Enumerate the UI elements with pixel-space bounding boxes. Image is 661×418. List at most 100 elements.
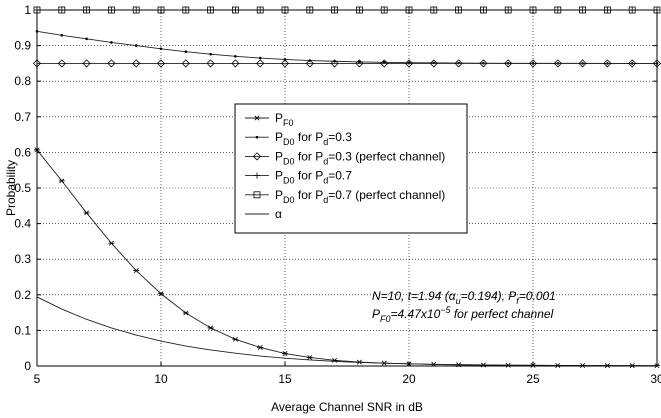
legend-label-part: =0.7 (perfect channel) (328, 188, 445, 202)
legend-label-part: d (323, 137, 328, 147)
y-tick-label: 0 (24, 359, 31, 373)
legend-item-5: α (245, 207, 282, 221)
data-point (504, 59, 513, 68)
legend-marker (254, 115, 260, 121)
y-axis-label: Probability (4, 160, 18, 216)
data-point-stroke (183, 310, 189, 316)
data-point (404, 59, 414, 68)
data-point (85, 37, 88, 41)
data-point-stroke (208, 325, 214, 331)
tick-layer: 5 10 15 20 25 30 0 0.1 0.2 0.3 0.4 0.5 0.6 0.7 0.8 0.9 1 (14, 3, 661, 386)
data-point (282, 351, 288, 357)
data-point (355, 59, 364, 68)
legend-label: PF0 (275, 111, 294, 128)
data-point (528, 59, 538, 68)
legend-label-part: =0.7 (328, 169, 352, 183)
data-point (358, 60, 361, 64)
legend-label-part: D0 (283, 156, 295, 166)
data-point-stroke (257, 345, 263, 350)
y-tick-label: 0.9 (14, 39, 31, 53)
data-point (133, 268, 140, 274)
annotation-params-part: N=10, t=1.94 (α (372, 289, 457, 303)
legend-label-part: P (315, 149, 323, 163)
legend-item-2: PD0 for Pd=0.3 (perfect channel) (245, 149, 445, 166)
annotation-perfect-channel-part: F0 (380, 314, 391, 324)
data-point (60, 33, 64, 37)
data-point (58, 178, 65, 184)
y-tick-label: 0.2 (14, 288, 31, 302)
legend-label-part: D0 (283, 176, 295, 186)
x-tick-label: 5 (34, 372, 41, 386)
data-point (158, 291, 164, 297)
data-point (256, 59, 265, 68)
legend-label-part: D0 (283, 137, 295, 147)
data-point (156, 59, 166, 68)
data-point (207, 325, 214, 331)
legend-label-part: D0 (283, 195, 295, 205)
x-tick-label: 20 (402, 372, 416, 386)
series-line-1 (36, 30, 657, 64)
legend-label-part: for (295, 149, 316, 163)
data-point (305, 59, 314, 68)
y-tick-label: 0.8 (14, 74, 31, 88)
legend-label-part: d (323, 195, 328, 205)
data-point (553, 59, 562, 68)
y-tick-label: 1 (24, 3, 31, 17)
x-axis-label: Average Channel SNR in dB (271, 400, 423, 414)
legend-box (234, 103, 468, 234)
annotation-params-part: f (516, 296, 520, 306)
data-point-stroke (232, 336, 238, 342)
data-point (257, 345, 264, 350)
data-point (107, 59, 116, 68)
legend-label: PD0 for Pd=0.7 (perfect channel) (275, 188, 445, 205)
data-point (578, 59, 587, 68)
legend-label-part: F0 (283, 118, 294, 128)
annotation-perfect-channel-part: =4.47x10 (391, 307, 441, 321)
annotation-params-part: u (456, 296, 461, 306)
y-tick-label: 0.1 (14, 323, 31, 337)
data-point (234, 54, 237, 58)
legend-label: PD0 for Pd=0.3 (perfect channel) (275, 149, 445, 166)
data-point (429, 59, 438, 68)
legend-label-part: d (323, 156, 328, 166)
legend-label-part: P (275, 111, 283, 125)
y-tick-label: 0.3 (14, 252, 31, 266)
legend-label: PD0 for Pd=0.7 (275, 169, 352, 186)
data-point-stroke (59, 178, 65, 184)
legend-marker-stroke (254, 115, 260, 121)
legend-marker (254, 172, 260, 179)
x-tick-label: 30 (650, 372, 661, 386)
legend-marker (253, 191, 261, 199)
legend-label-part: for (295, 188, 316, 202)
annotation-perfect-channel: PF0=4.47x10−5 for perfect channel (372, 305, 554, 324)
data-point (454, 59, 463, 68)
data-point (330, 59, 339, 68)
legend-item-3: PD0 for Pd=0.7 (245, 169, 352, 186)
data-point (132, 59, 141, 68)
data-point (628, 59, 637, 68)
legend-label-part: P (315, 169, 323, 183)
annotation-perfect-channel-part: −5 (440, 305, 451, 315)
data-point (182, 310, 189, 316)
series-1 (35, 30, 659, 65)
y-tick-label: 0.6 (14, 145, 31, 159)
legend-label: PD0 for Pd=0.3 (275, 130, 352, 147)
x-tick-label: 10 (154, 372, 168, 386)
y-tick-label: 0.4 (14, 217, 31, 231)
annotation-params: N=10, t=1.94 (αu=0.194), Pf=0.001 (372, 289, 556, 306)
legend-label-part: P (275, 130, 283, 144)
data-point (280, 59, 290, 68)
data-point (479, 59, 488, 68)
series-2 (32, 59, 661, 68)
series-line-5 (36, 296, 658, 367)
series-5 (36, 296, 658, 367)
x-tick-label: 15 (278, 372, 292, 386)
data-point (82, 59, 91, 68)
data-point (231, 59, 240, 68)
data-point (232, 336, 239, 342)
legend-label-part: α (275, 207, 282, 221)
legend-item-0: PF0 (245, 111, 294, 128)
data-point-stroke (282, 351, 288, 357)
